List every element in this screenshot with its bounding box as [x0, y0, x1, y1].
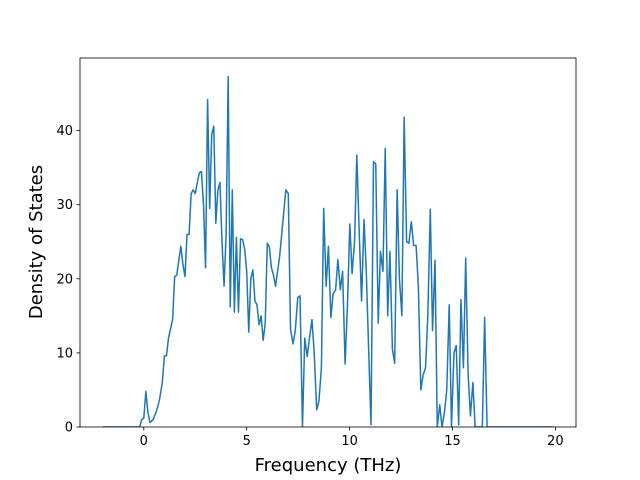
y-tick-label: 40 [56, 124, 73, 139]
x-tick-label: 5 [243, 434, 251, 449]
x-tick-label: 20 [547, 434, 564, 449]
x-tick-label: 15 [444, 434, 461, 449]
x-tick-label: 10 [341, 434, 358, 449]
y-tick-label: 20 [56, 272, 73, 287]
y-tick-label: 0 [65, 421, 73, 436]
plot-frame [79, 57, 577, 428]
y-tick-label: 10 [56, 346, 73, 361]
y-tick-label: 30 [56, 198, 73, 213]
line [102, 75, 554, 427]
x-tick-label: 0 [140, 434, 148, 449]
y-axis-label: Density of States [26, 165, 47, 319]
x-axis-label: Frequency (THz) [255, 455, 402, 476]
